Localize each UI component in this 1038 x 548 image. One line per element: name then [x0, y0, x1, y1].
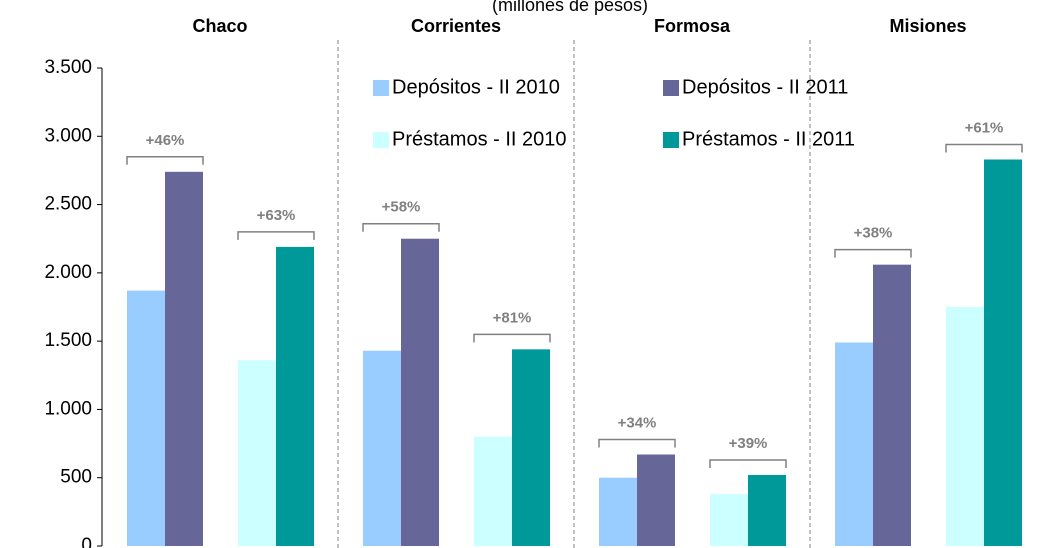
growth-label: +38% — [854, 225, 893, 242]
growth-label: +34% — [618, 414, 657, 431]
legend-swatch — [663, 80, 679, 96]
growth-label: +39% — [729, 435, 768, 452]
growth-label: +63% — [257, 207, 296, 224]
growth-label: +58% — [382, 199, 421, 216]
bar — [127, 290, 165, 546]
bar — [946, 307, 984, 546]
growth-label: +81% — [493, 309, 532, 326]
category-label: Misiones — [889, 16, 966, 36]
legend-swatch — [373, 132, 389, 148]
legend-label: Depósitos - II 2011 — [682, 76, 848, 98]
growth-label: +46% — [146, 132, 185, 149]
bar — [363, 350, 401, 546]
bar — [238, 360, 276, 546]
bar — [474, 436, 512, 546]
bracket — [945, 143, 1023, 153]
legend-label: Préstamos - II 2010 — [392, 128, 567, 150]
bracket — [126, 156, 204, 165]
bracket — [709, 459, 787, 468]
y-tick-label: 2.000 — [44, 262, 92, 283]
bar — [835, 342, 873, 546]
y-tick-label: 3.500 — [44, 57, 92, 78]
chart-subtitle: (millones de pesos) — [492, 0, 648, 15]
y-tick-label: 0 — [81, 535, 92, 548]
bar — [276, 246, 314, 546]
bar — [512, 349, 550, 546]
y-tick-label: 1.500 — [44, 330, 92, 351]
bracket — [598, 438, 676, 448]
category-label: Chaco — [192, 16, 247, 36]
legend-label: Préstamos - II 2011 — [682, 128, 855, 150]
bracket — [834, 248, 912, 258]
bracket — [237, 231, 315, 240]
growth-label: +61% — [965, 119, 1004, 136]
bar — [401, 238, 439, 546]
y-tick-label: 2.500 — [44, 194, 92, 215]
bar — [710, 494, 748, 546]
y-tick-label: 3.000 — [44, 125, 92, 146]
bar — [165, 171, 203, 546]
y-tick-label: 500 — [60, 467, 92, 488]
bar — [984, 159, 1022, 546]
legend-label: Depósitos - II 2010 — [392, 76, 560, 98]
y-tick-label: 1.000 — [44, 398, 92, 419]
legend-swatch — [373, 80, 389, 96]
bar — [637, 454, 675, 546]
bar — [748, 474, 786, 546]
category-label: Corrientes — [411, 16, 501, 36]
bar — [873, 264, 911, 546]
legend-swatch — [663, 132, 679, 148]
bracket — [362, 222, 440, 232]
bar — [599, 477, 637, 546]
category-label: Formosa — [654, 16, 731, 36]
bracket — [473, 333, 551, 343]
